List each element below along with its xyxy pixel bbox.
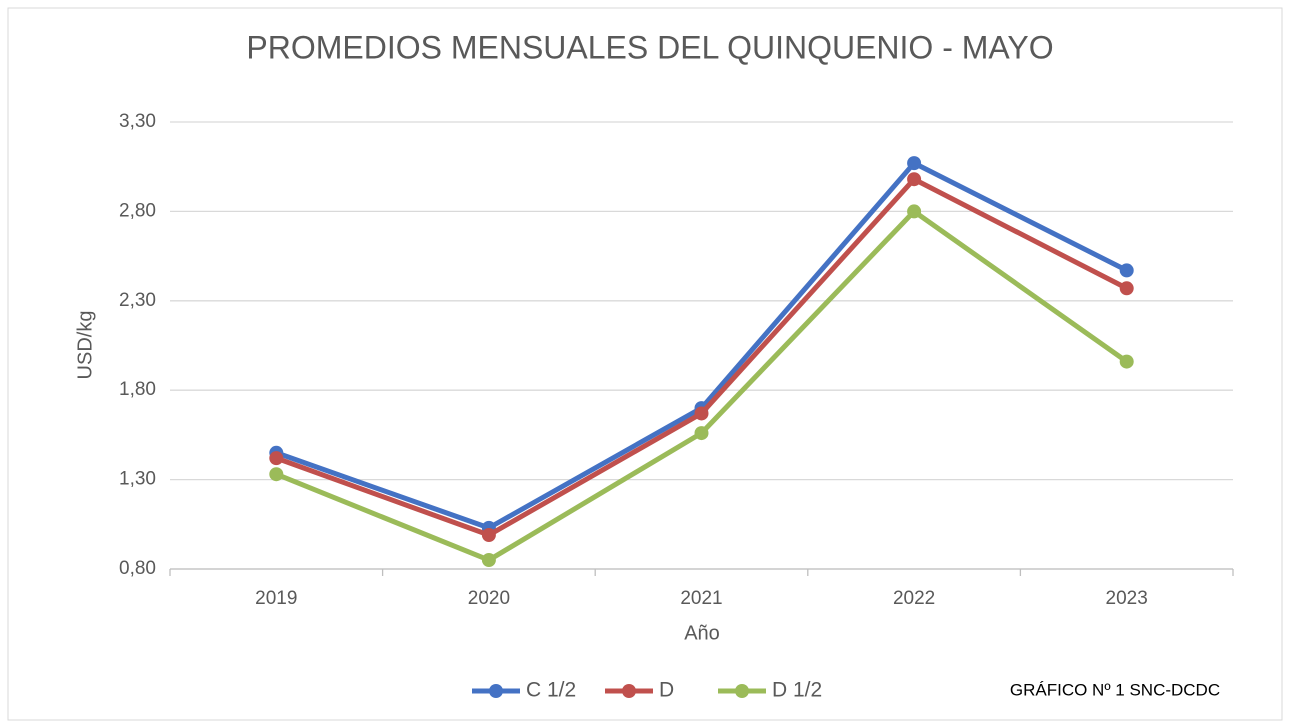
y-tick-label: 2,80 (119, 200, 156, 221)
x-tick-label: 2021 (680, 588, 722, 609)
legend-label: D (659, 679, 674, 702)
x-axis-label: Año (684, 622, 720, 644)
point (269, 467, 284, 482)
x-tick-label: 2020 (468, 588, 510, 609)
legend-swatch-marker (735, 684, 749, 698)
legend-label: C 1/2 (526, 679, 576, 702)
x-tick-label: 2019 (255, 588, 297, 609)
y-axis-label: USD/kg (74, 311, 96, 380)
point (481, 528, 496, 543)
point (269, 451, 284, 466)
y-tick-label: 1,80 (119, 379, 156, 400)
x-tick-label: 2023 (1106, 588, 1148, 609)
y-tick-label: 2,30 (119, 290, 156, 311)
point (694, 406, 709, 421)
point (907, 172, 922, 187)
point (1119, 281, 1134, 296)
legend-swatch-marker (489, 684, 503, 698)
chart-frame (7, 7, 1283, 721)
note: GRÁFICO Nº 1 SNC-DCDC (1010, 680, 1220, 699)
point (694, 426, 709, 441)
point (907, 156, 922, 171)
point (907, 204, 922, 219)
y-tick-label: 1,30 (119, 469, 156, 490)
legend-label: D 1/2 (772, 679, 822, 702)
point (1119, 354, 1134, 369)
point (481, 553, 496, 568)
x-tick-label: 2022 (893, 588, 935, 609)
point (1119, 263, 1134, 278)
legend-swatch-marker (622, 684, 636, 698)
y-tick-label: 3,30 (119, 111, 156, 132)
y-tick-label: 0,80 (119, 558, 156, 579)
chart-title: PROMEDIOS MENSUALES DEL QUINQUENIO - MAY… (246, 29, 1053, 65)
